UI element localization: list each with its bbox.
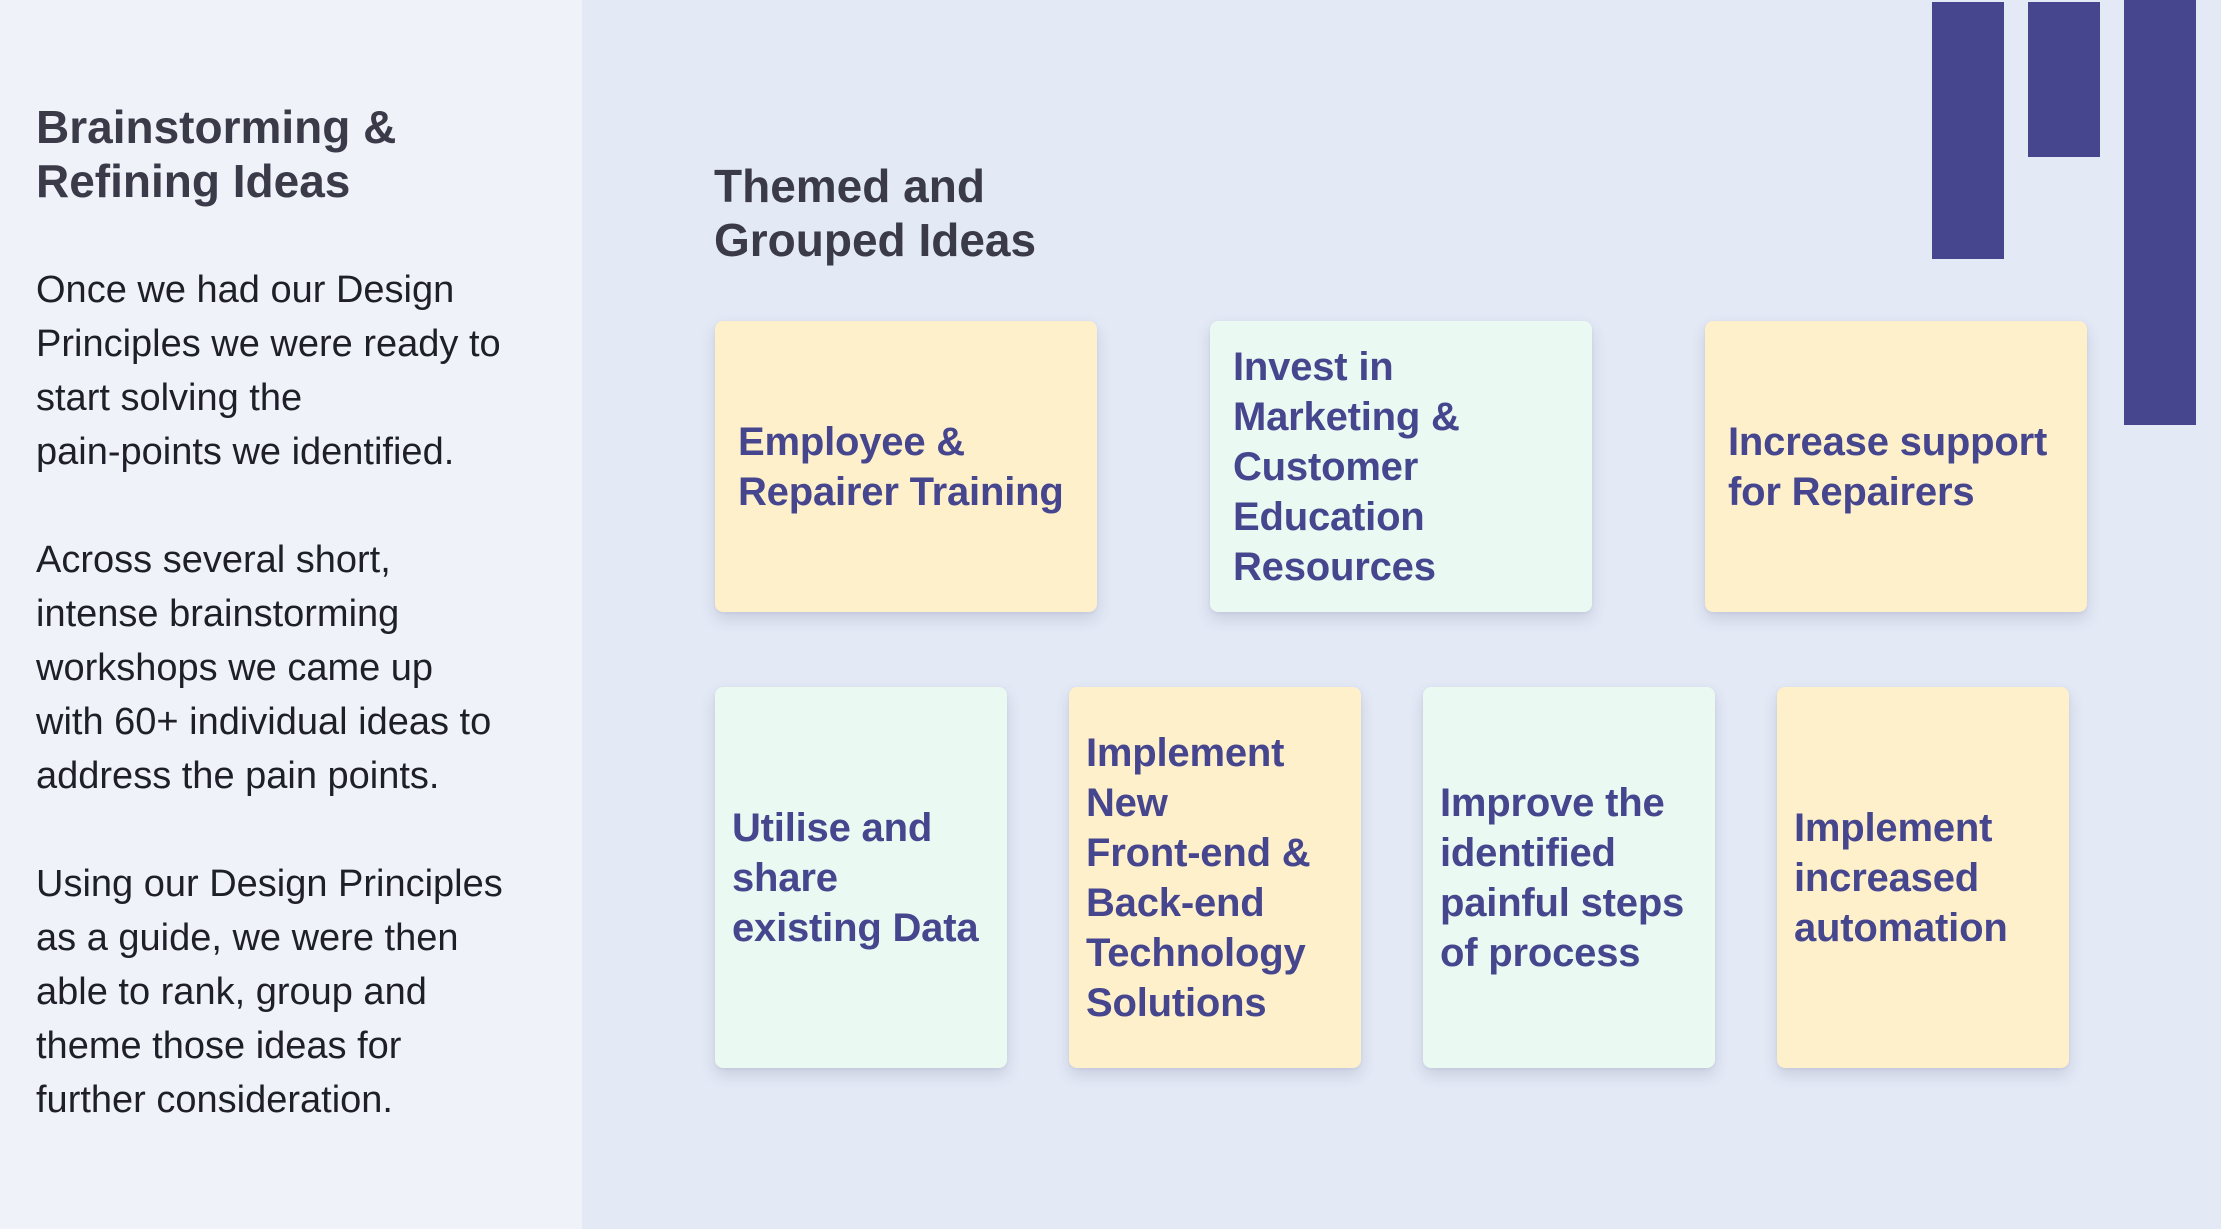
idea-card-repairer-support: Increase support for Repairers [1705, 321, 2087, 612]
idea-card-label: Implement New Front-end & Back-end Techn… [1086, 730, 1311, 1025]
idea-card-label: Utilise and share existing Data [732, 805, 979, 950]
idea-card-label: Invest in Marketing & Customer Education… [1233, 344, 1460, 589]
intro-paragraph-workshops: Across several short, intense brainstorm… [36, 539, 492, 797]
idea-card-automation: Implement increased automation [1777, 687, 2069, 1068]
idea-card-label: Employee & Repairer Training [738, 419, 1064, 514]
idea-card-label: Increase support for Repairers [1728, 419, 2048, 514]
decorative-bar-3 [2124, 0, 2196, 425]
left-title: Brainstorming & Refining Ideas [36, 101, 397, 207]
idea-card-technology: Implement New Front-end & Back-end Techn… [1069, 687, 1361, 1068]
idea-card-marketing: Invest in Marketing & Customer Education… [1210, 321, 1592, 612]
idea-card-process: Improve the identified painful steps of … [1423, 687, 1715, 1068]
idea-card-data: Utilise and share existing Data [715, 687, 1007, 1068]
idea-card-label: Implement increased automation [1794, 805, 2008, 950]
idea-card-label: Improve the identified painful steps of … [1440, 780, 1685, 975]
decorative-bar-1 [1932, 2, 2004, 259]
section-title: Themed and Grouped Ideas [714, 160, 1037, 266]
idea-card-training: Employee & Repairer Training [715, 321, 1097, 612]
intro-paragraph-design-principles: Once we had our Design Principles we wer… [36, 269, 501, 473]
left-panel: Brainstorming & Refining Ideas Once we h… [0, 0, 582, 1231]
decorative-bar-2 [2028, 2, 2100, 157]
bottom-divider [0, 1229, 2221, 1231]
intro-paragraph-ranking: Using our Design Principles as a guide, … [36, 863, 503, 1121]
